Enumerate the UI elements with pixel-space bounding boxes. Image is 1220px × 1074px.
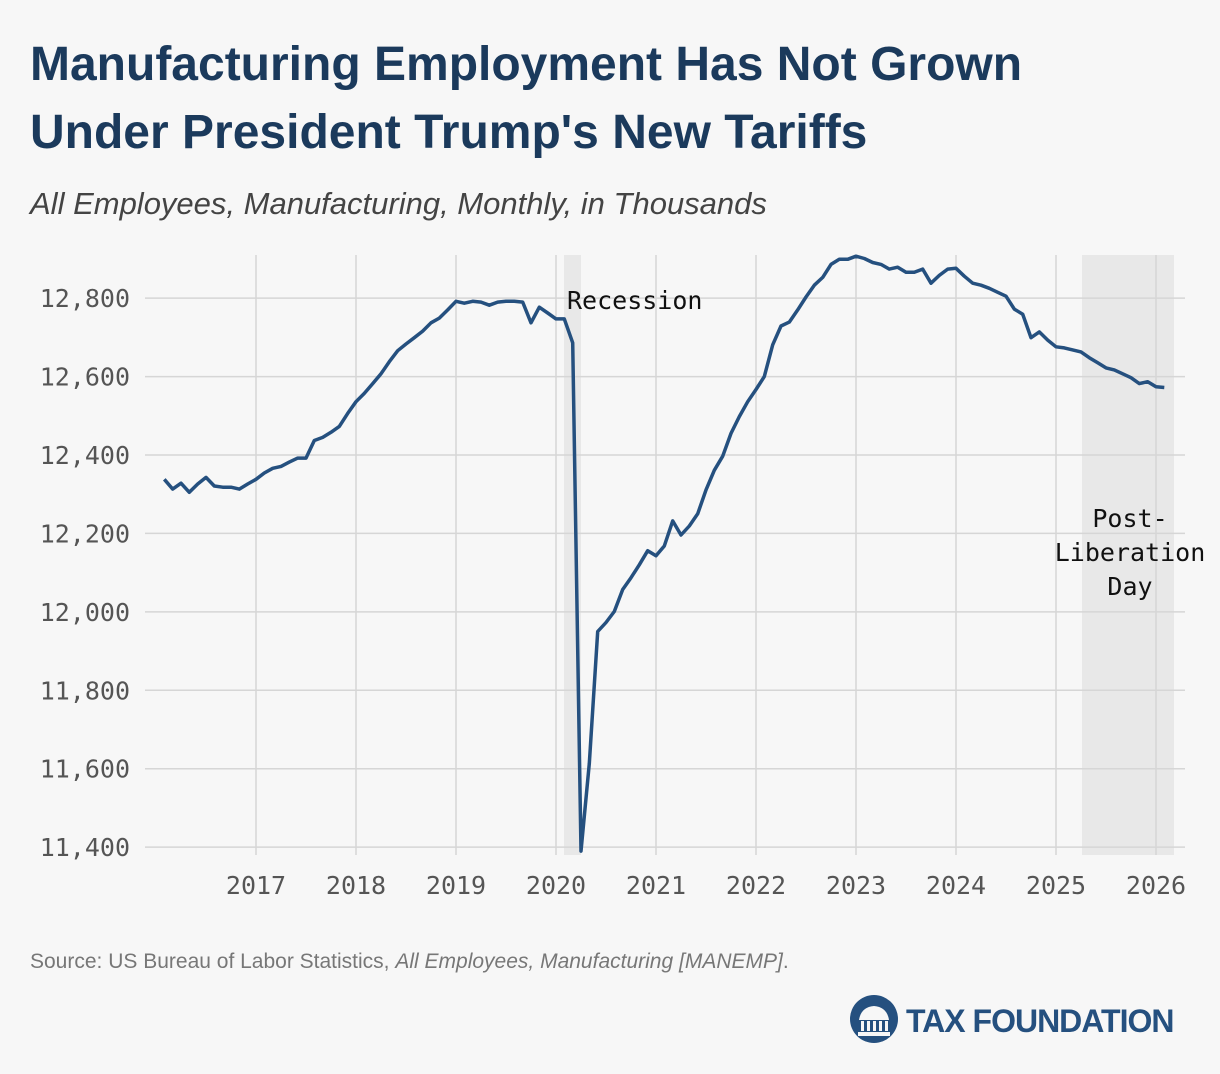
annotation: Liberation: [1055, 538, 1206, 567]
x-tick-label: 2018: [326, 871, 386, 900]
shaded-region: [1082, 255, 1174, 855]
x-tick-label: 2024: [926, 871, 986, 900]
x-tick-label: 2021: [626, 871, 686, 900]
x-tick-label: 2019: [426, 871, 486, 900]
x-tick-label: 2026: [1126, 871, 1186, 900]
annotation: Recession: [567, 286, 702, 315]
source-text: All Employees, Manufacturing [MANEMP]: [393, 950, 784, 973]
annotation: Day: [1107, 572, 1152, 601]
y-tick-label: 11,400: [40, 833, 130, 862]
annotation: Post-: [1092, 504, 1167, 533]
source-text: .: [783, 950, 789, 973]
y-tick-label: 11,800: [40, 676, 130, 705]
subtitle: All Employees, Manufacturing, Monthly, i…: [28, 186, 767, 221]
y-tick-label: 12,800: [40, 284, 130, 313]
chart-title: Under President Trump's New Tariffs: [30, 106, 867, 159]
shaded-region: [564, 255, 581, 855]
y-tick-label: 12,600: [40, 363, 130, 392]
y-tick-label: 12,000: [40, 598, 130, 627]
y-tick-label: 11,600: [40, 755, 130, 784]
logo-icon: [850, 995, 898, 1043]
x-tick-label: 2022: [726, 871, 786, 900]
source-text: Source: US Bureau of Labor Statistics,: [30, 950, 395, 973]
x-tick-label: 2023: [826, 871, 886, 900]
x-tick-label: 2020: [526, 871, 586, 900]
source: Source: US Bureau of Labor Statistics, A…: [30, 950, 789, 973]
data-line: [162, 254, 1165, 853]
y-tick-label: 12,400: [40, 441, 130, 470]
x-tick-label: 2025: [1026, 871, 1086, 900]
x-tick-label: 2017: [226, 871, 286, 900]
chart-title: Manufacturing Employment Has Not Grown: [30, 38, 1022, 91]
y-tick-label: 12,200: [40, 519, 130, 548]
logo-text: TAX FOUNDATION: [906, 1003, 1173, 1039]
